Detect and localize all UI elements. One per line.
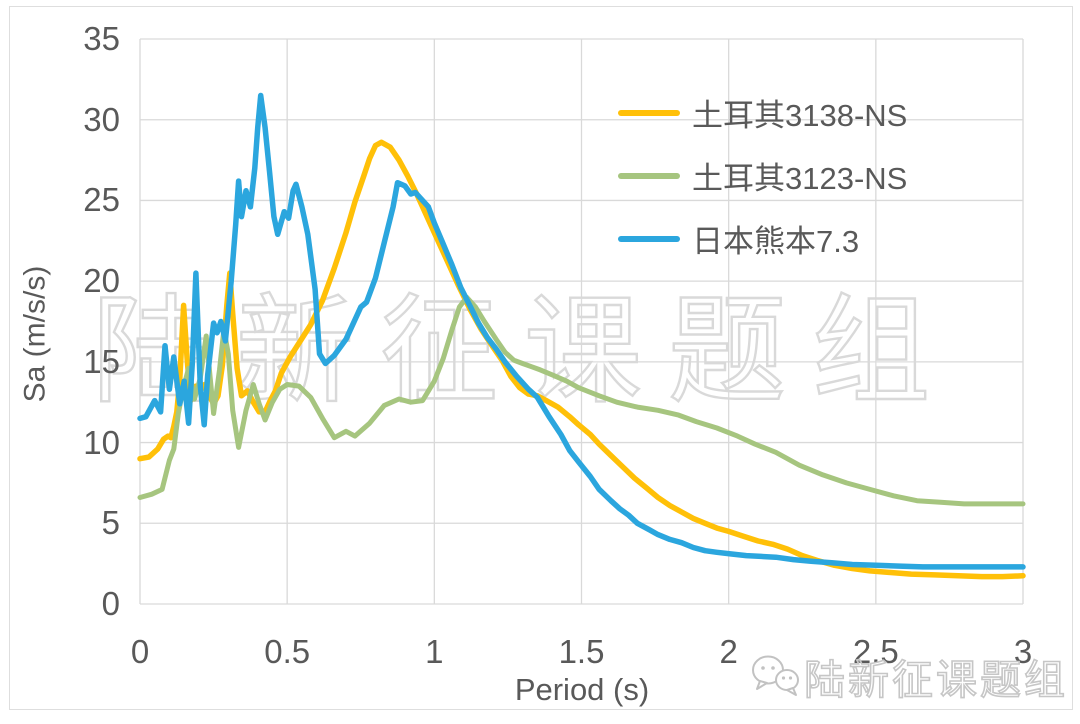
- series-line-2: [137, 92, 1026, 570]
- legend-item-turkey-3138: 土耳其3138-NS: [618, 81, 907, 144]
- legend-label: 日本熊本7.3: [692, 224, 860, 259]
- legend-item-turkey-3123: 土耳其3123-NS: [618, 144, 907, 207]
- y-tick-label: 15: [83, 342, 120, 380]
- legend-swatch-japan-kumamoto: [618, 235, 680, 242]
- x-axis-title: Period (s): [514, 672, 650, 707]
- legend-swatch-turkey-3138: [618, 109, 680, 116]
- y-tick-label: 30: [83, 100, 120, 138]
- series-line-1: [137, 294, 1026, 507]
- y-axis-title: Sa (m/s/s): [18, 265, 52, 403]
- legend-label: 土耳其3138-NS: [692, 98, 908, 133]
- y-tick-label: 20: [83, 262, 120, 300]
- legend-swatch-turkey-3123: [618, 172, 680, 179]
- y-tick-label: 5: [101, 504, 120, 542]
- x-tick-label: 2: [719, 633, 738, 670]
- x-tick-label: 2.5: [852, 633, 899, 670]
- x-tick-label: 0.5: [264, 633, 311, 670]
- y-tick-label: 25: [83, 181, 120, 219]
- x-tick-label: 3: [1013, 633, 1033, 670]
- legend-item-japan-kumamoto: 日本熊本7.3: [618, 207, 907, 270]
- x-tick-label: 1: [425, 633, 444, 670]
- legend-label: 土耳其3123-NS: [692, 161, 908, 196]
- y-tick-label: 35: [83, 20, 120, 57]
- y-tick-label: 0: [101, 585, 120, 622]
- x-tick-label: 0: [130, 633, 150, 670]
- y-tick-label: 10: [83, 423, 120, 461]
- wechat-bubbles-icon: [752, 655, 799, 696]
- x-tick-label: 1.5: [558, 633, 605, 670]
- footer-watermark-text: 陆新征课题组: [803, 656, 1068, 704]
- gridlines: [139, 38, 1024, 605]
- legend: 土耳其3138-NS 土耳其3123-NS 日本熊本7.3: [618, 81, 907, 270]
- footer-watermark: 陆新征课题组: [748, 646, 1068, 706]
